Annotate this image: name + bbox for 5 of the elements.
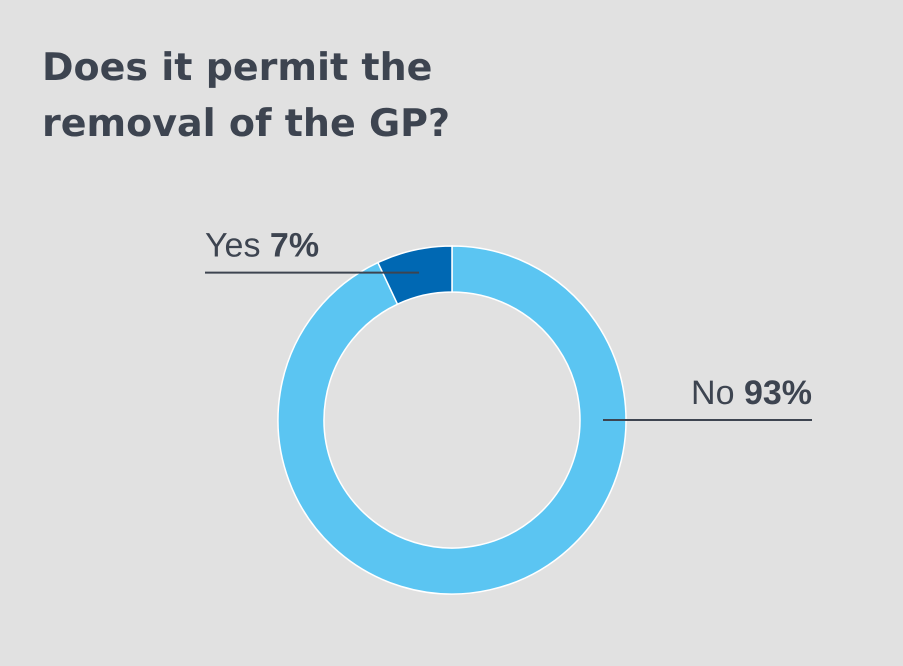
slice-label: No xyxy=(691,374,744,412)
chart-title: Does it permit the removal of the GP? xyxy=(42,45,450,145)
slice-label: Yes xyxy=(205,226,270,265)
data-label: 93% xyxy=(744,374,812,412)
data-label: 7% xyxy=(270,226,320,265)
